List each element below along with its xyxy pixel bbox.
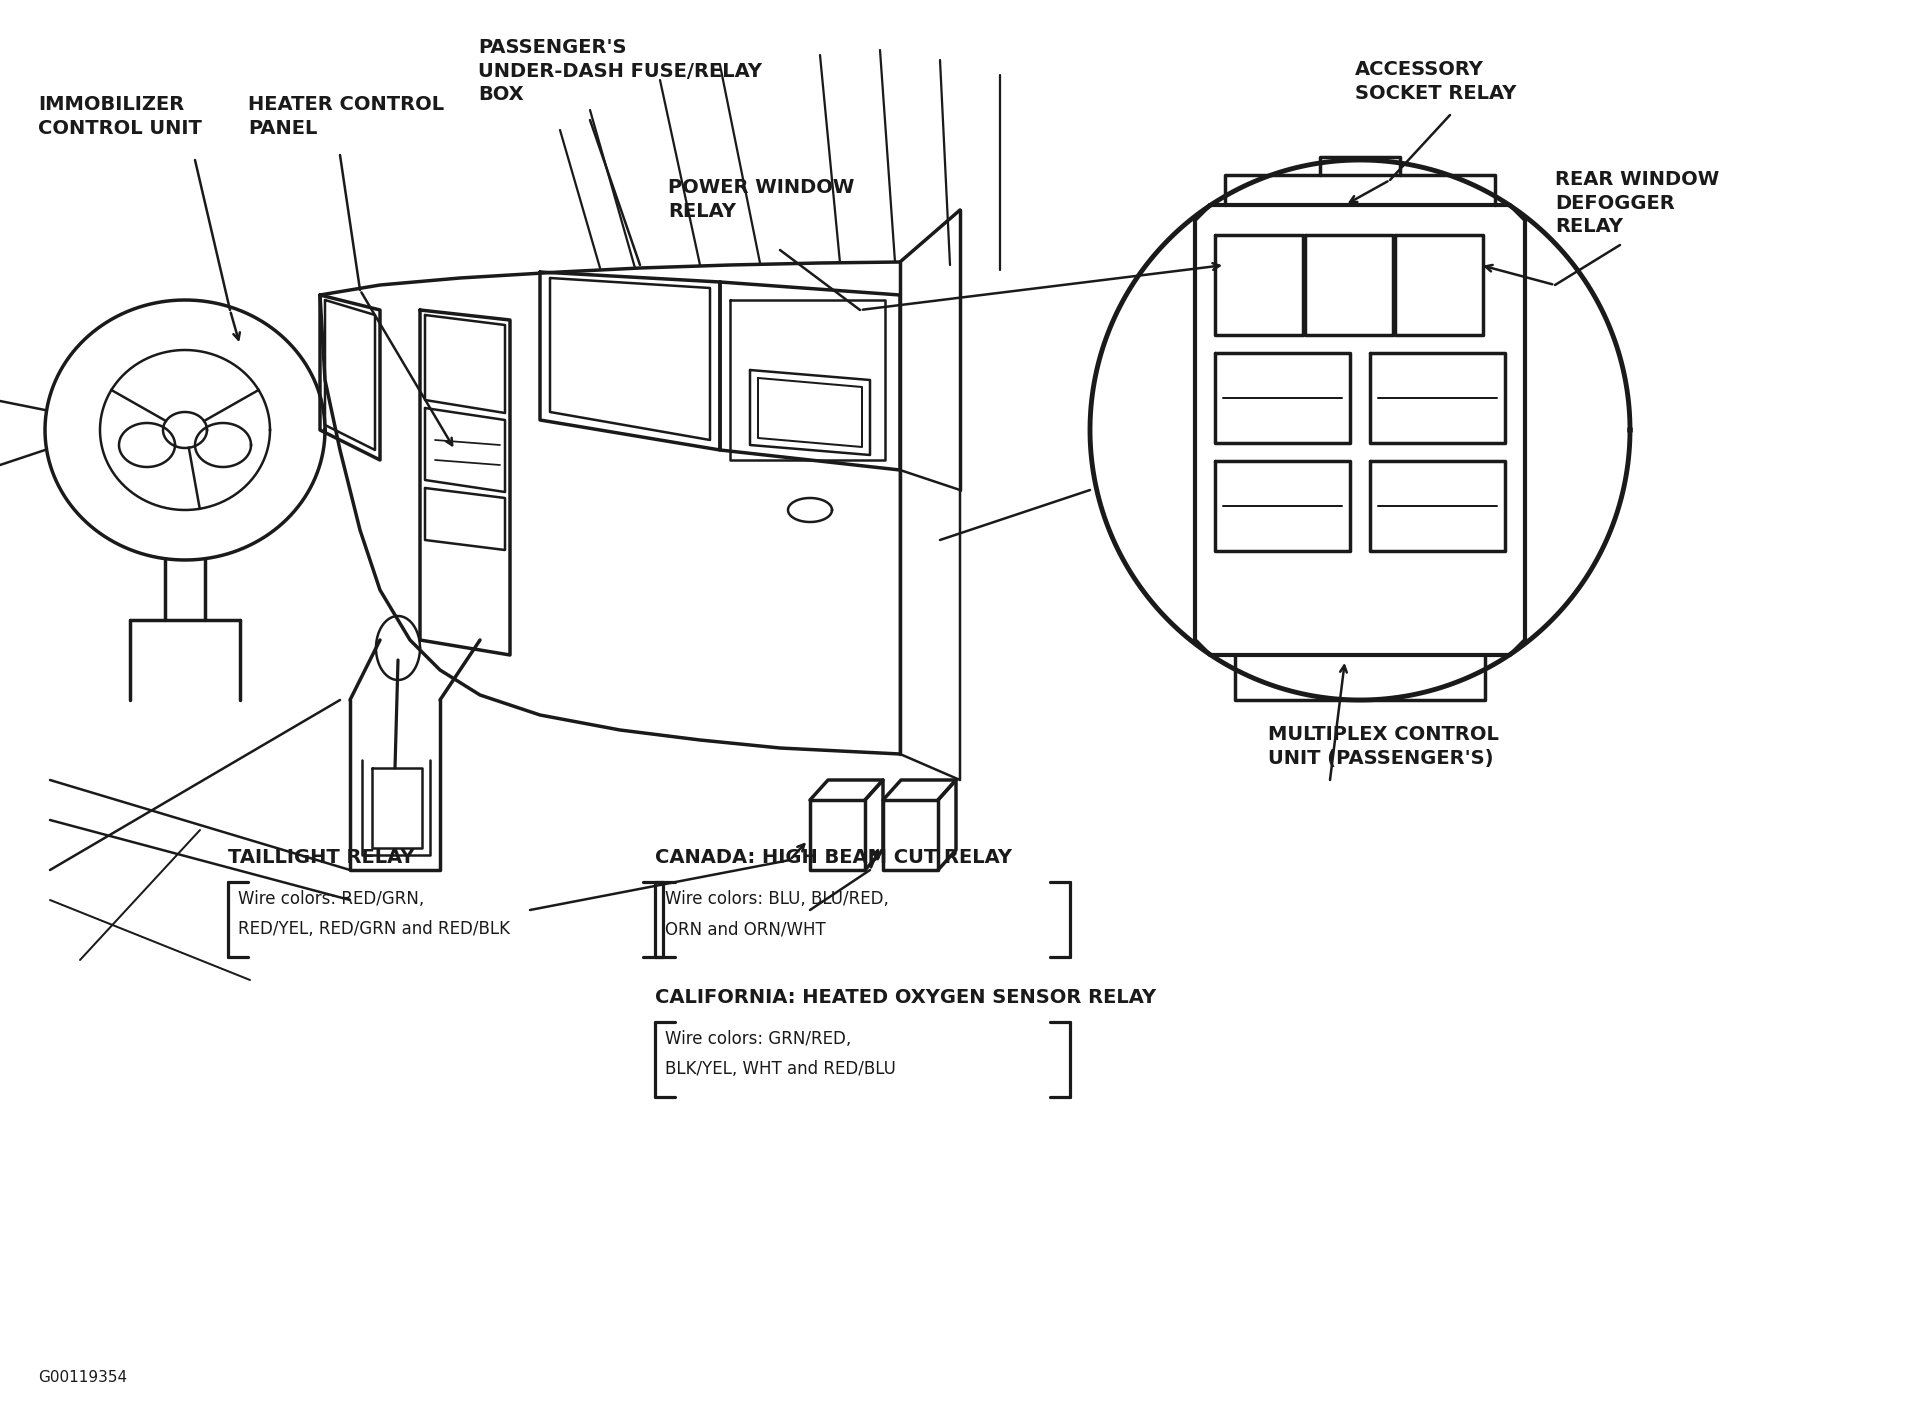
Text: CALIFORNIA: HEATED OXYGEN SENSOR RELAY: CALIFORNIA: HEATED OXYGEN SENSOR RELAY	[654, 988, 1155, 1007]
Text: POWER WINDOW
RELAY: POWER WINDOW RELAY	[668, 178, 854, 221]
Text: HEATER CONTROL
PANEL: HEATER CONTROL PANEL	[248, 95, 443, 137]
Text: Wire colors: RED/GRN,: Wire colors: RED/GRN,	[238, 891, 424, 908]
Text: RED/YEL, RED/GRN and RED/BLK: RED/YEL, RED/GRN and RED/BLK	[238, 921, 510, 938]
Text: G00119354: G00119354	[38, 1369, 127, 1385]
Text: CANADA: HIGH BEAM CUT RELAY: CANADA: HIGH BEAM CUT RELAY	[654, 848, 1011, 866]
Text: PASSENGER'S
UNDER-DASH FUSE/RELAY
BOX: PASSENGER'S UNDER-DASH FUSE/RELAY BOX	[478, 38, 762, 104]
Text: Wire colors: BLU, BLU/RED,: Wire colors: BLU, BLU/RED,	[666, 891, 888, 908]
Text: IMMOBILIZER
CONTROL UNIT: IMMOBILIZER CONTROL UNIT	[38, 95, 201, 137]
Text: REAR WINDOW
DEFOGGER
RELAY: REAR WINDOW DEFOGGER RELAY	[1554, 170, 1719, 237]
Text: Wire colors: GRN/RED,: Wire colors: GRN/RED,	[666, 1030, 852, 1047]
Text: ORN and ORN/WHT: ORN and ORN/WHT	[666, 921, 825, 938]
Text: MULTIPLEX CONTROL
UNIT (PASSENGER'S): MULTIPLEX CONTROL UNIT (PASSENGER'S)	[1268, 725, 1499, 768]
Text: TAILLIGHT RELAY: TAILLIGHT RELAY	[228, 848, 415, 866]
Text: ACCESSORY
SOCKET RELAY: ACCESSORY SOCKET RELAY	[1355, 60, 1516, 103]
Text: BLK/YEL, WHT and RED/BLU: BLK/YEL, WHT and RED/BLU	[666, 1060, 896, 1077]
